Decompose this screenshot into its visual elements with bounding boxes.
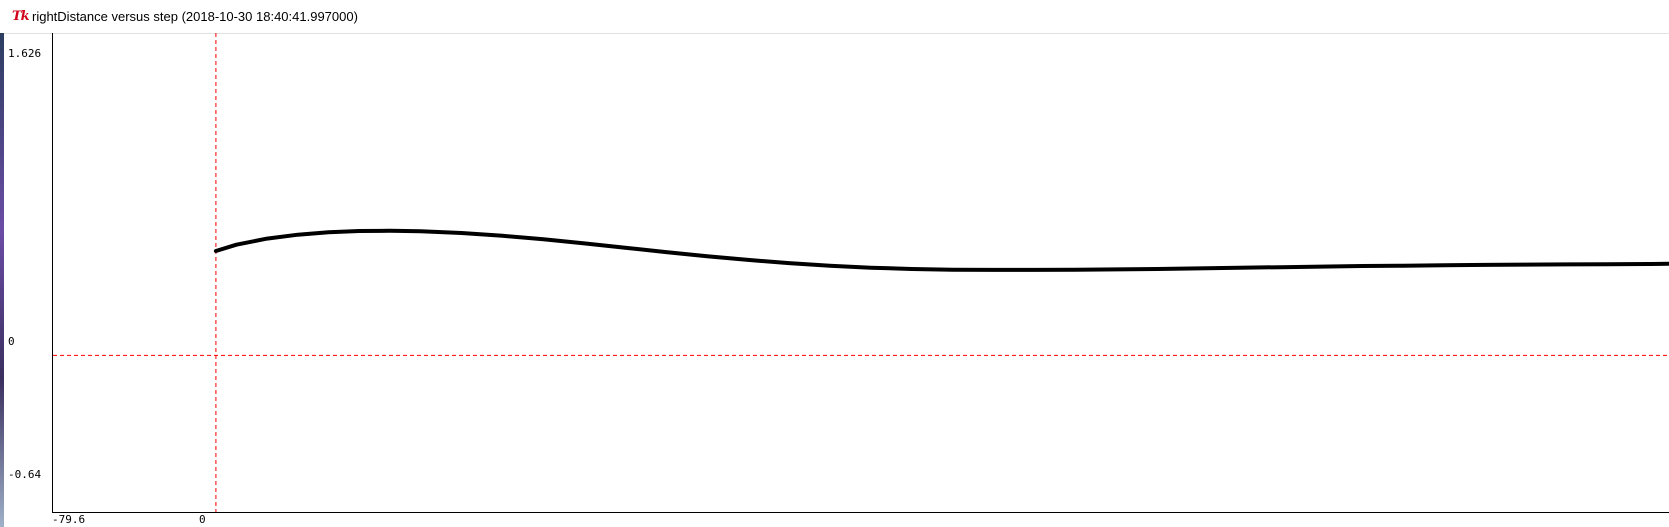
plot-area: [52, 33, 1669, 513]
background-window-edge: [0, 33, 4, 527]
series-line-0: [213, 228, 1669, 272]
y-tick-label-max: 1.626: [8, 47, 42, 60]
y-tick-label-min: -0.64: [8, 468, 42, 481]
x-tick-label-min: -79.6: [52, 513, 86, 526]
x-tick-label-zero: 0: [199, 513, 206, 526]
window-title: rightDistance versus step (2018-10-30 18…: [32, 9, 358, 24]
title-bar[interactable]: Tk rightDistance versus step (2018-10-30…: [0, 0, 1669, 34]
tk-icon[interactable]: Tk: [12, 9, 30, 24]
y-tick-label-zero: 0: [8, 335, 15, 348]
